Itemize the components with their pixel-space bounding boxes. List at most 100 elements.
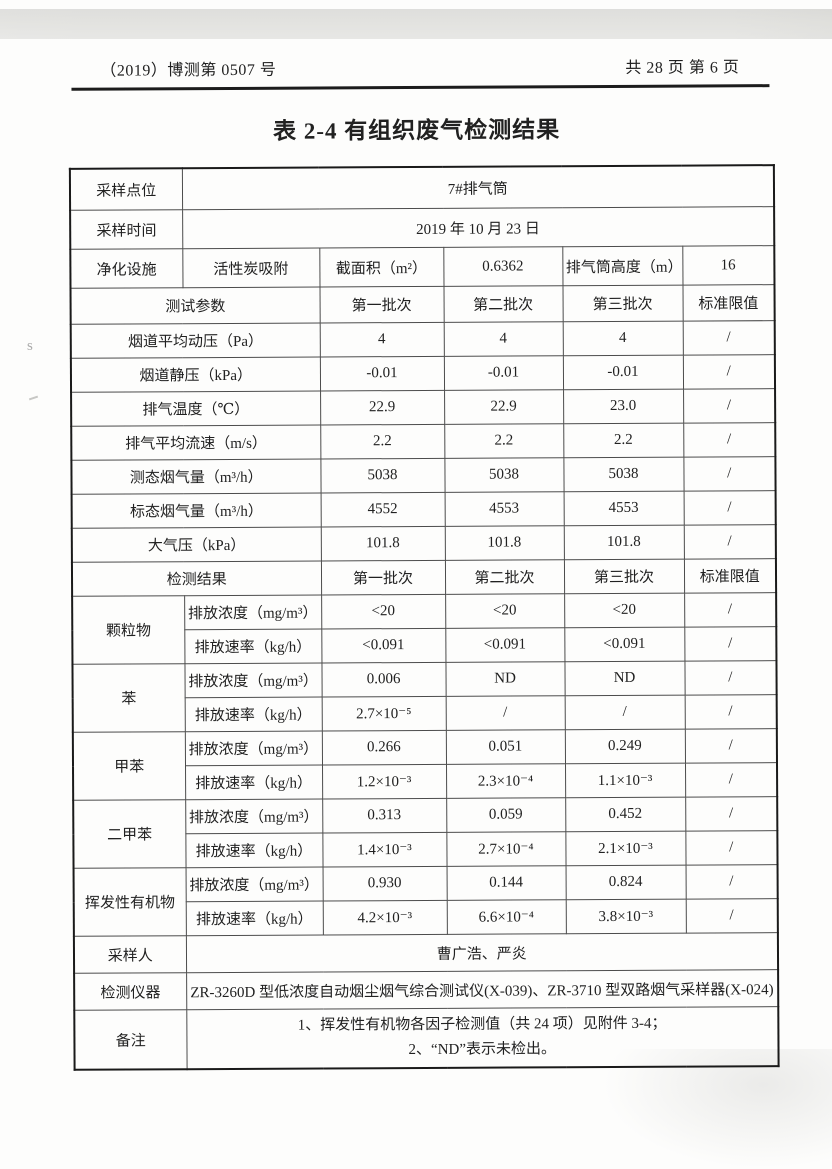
batch2-value: 0.059 [446, 797, 566, 833]
batch1-value: 1.4×10⁻³ [322, 832, 447, 868]
param-row: 排气温度（℃） 22.9 22.9 23.0 / [71, 388, 776, 427]
batch1-value: 1.2×10⁻³ [322, 764, 447, 800]
pollutant-name: 二甲苯 [73, 799, 186, 869]
rate-label: 排放速率（kg/h） [185, 765, 323, 800]
scan-margin-mark: s [27, 338, 33, 354]
cross-section-value: 0.6362 [443, 246, 563, 287]
rate-label: 排放速率（kg/h） [185, 901, 323, 936]
conc-label: 排放浓度（mg/m³） [185, 799, 323, 834]
param-label: 排气平均流速（m/s） [71, 425, 321, 461]
instrument-value: ZR-3260D 型低浓度自动烟尘烟气综合测试仪(X-039)、ZR-3710 … [186, 969, 779, 1010]
batch2-value: -0.01 [443, 355, 564, 391]
result-header-limit: 标准限值 [683, 558, 777, 594]
sampler-value: 曹广浩、严炎 [185, 932, 779, 973]
page-indicator: 共 28 页 第 6 页 [625, 59, 740, 77]
limit-value: / [684, 592, 777, 628]
param-row: 烟道平均动压（Pa） 4 4 4 / [70, 320, 775, 359]
sampling-time-value: 2019 年 10 月 23 日 [182, 206, 775, 249]
batch1-value: 2.7×10⁻⁵ [321, 696, 446, 732]
limit-value: / [683, 456, 776, 492]
page-title: 表 2-4 有组织废气检测结果 [273, 117, 561, 144]
limit-value: / [683, 524, 776, 560]
pollutant-conc-row: 甲苯 排放浓度（mg/m³） 0.266 0.051 0.249 / [72, 728, 778, 801]
sampling-time-label: 采样时间 [70, 209, 183, 250]
param-label: 排气温度（℃） [71, 391, 321, 427]
batch2-value: 4 [443, 321, 563, 357]
limit-value: / [684, 660, 777, 696]
limit-value: / [685, 830, 778, 866]
limit-value: / [685, 864, 778, 900]
row-param-header: 测试参数 第一批次 第二批次 第三批次 标准限值 [70, 284, 775, 325]
remark-value: 1、挥发性有机物各因子检测值（共 24 项）见附件 3-4； 2、“ND”表示未… [186, 1006, 779, 1070]
batch2-value: ND [445, 661, 565, 697]
batch1-value: 4552 [320, 492, 445, 528]
conc-label: 排放浓度（mg/m³） [184, 595, 322, 630]
instrument-label: 检测仪器 [74, 972, 187, 1011]
param-row: 大气压（kPa） 101.8 101.8 101.8 / [71, 524, 776, 563]
batch3-value: 23.0 [563, 389, 684, 424]
row-sampling-point: 采样点位 7#排气筒 [69, 165, 775, 211]
limit-value: / [684, 694, 777, 730]
param-label: 标态烟气量（m³/h） [71, 493, 321, 529]
result-header-batch3: 第三批次 [563, 559, 685, 594]
batch2-value: 101.8 [444, 525, 564, 561]
limit-value: / [682, 354, 776, 390]
limit-value: / [682, 320, 775, 356]
batch2-value: 2.7×10⁻⁴ [446, 831, 566, 867]
batch3-value: 3.8×10⁻³ [565, 899, 686, 934]
stack-height-label: 排气筒高度（m） [562, 246, 683, 286]
batch1-value: 4.2×10⁻³ [322, 900, 447, 936]
batch3-value: 5038 [563, 457, 684, 492]
batch3-value: 4 [562, 321, 683, 356]
pollutant-conc-row: 颗粒物 排放浓度（mg/m³） <20 <20 <20 / [72, 592, 777, 665]
param-header-label: 测试参数 [70, 287, 320, 325]
batch2-value: 5038 [444, 457, 564, 493]
row-sampling-time: 采样时间 2019 年 10 月 23 日 [70, 206, 775, 250]
batch3-value: 0.452 [565, 797, 686, 832]
purification-value: 活性炭吸附 [182, 248, 320, 288]
batch1-value: 2.2 [320, 424, 445, 460]
batch3-value: ND [564, 661, 685, 696]
limit-value: / [684, 728, 778, 764]
batch3-value: 1.1×10⁻³ [565, 763, 686, 798]
batch1-value: 0.313 [322, 798, 447, 834]
conc-label: 排放浓度（mg/m³） [184, 731, 323, 766]
limit-value: / [685, 898, 778, 934]
limit-value: / [685, 796, 778, 832]
param-label: 测态烟气量（m³/h） [71, 459, 321, 495]
batch1-value: 5038 [320, 458, 445, 494]
scanned-page: （2019）博测第 0507 号 共 28 页 第 6 页 表 2-4 有组织废… [68, 59, 780, 1071]
sampling-point-value: 7#排气筒 [181, 165, 775, 210]
scan-noise-band [0, 9, 832, 39]
result-header-label: 检测结果 [71, 561, 322, 597]
batch1-value: -0.01 [319, 356, 445, 392]
limit-value: / [683, 490, 776, 526]
row-remark: 备注 1、挥发性有机物各因子检测值（共 24 项）见附件 3-4； 2、“ND”… [74, 1006, 779, 1070]
result-header-batch2: 第二批次 [444, 559, 565, 595]
param-row: 标态烟气量（m³/h） 4552 4553 4553 / [71, 490, 776, 529]
param-row: 排气平均流速（m/s） 2.2 2.2 2.2 / [71, 422, 776, 461]
batch2-value: / [445, 695, 565, 731]
param-label: 烟道平均动压（Pa） [70, 323, 320, 359]
results-table: 采样点位 7#排气筒 采样时间 2019 年 10 月 23 日 净化设施 活性… [68, 164, 780, 1071]
batch3-value: 0.249 [564, 729, 685, 764]
limit-value: / [683, 388, 776, 424]
param-header-limit: 标准限值 [682, 284, 775, 322]
purification-label: 净化设施 [70, 248, 183, 289]
sampling-point-label: 采样点位 [69, 168, 183, 211]
batch1-value: <0.091 [321, 628, 446, 664]
param-header-batch2: 第二批次 [443, 285, 563, 323]
remark-line-2: 2、“ND”表示未检出。 [408, 1041, 557, 1059]
batch1-value: 101.8 [320, 526, 445, 562]
batch2-value: 6.6×10⁻⁴ [446, 899, 566, 935]
batch1-value: 0.930 [322, 866, 447, 902]
pollutant-conc-row: 苯 排放浓度（mg/m³） 0.006 ND ND / [72, 660, 777, 733]
batch3-value: 2.2 [563, 423, 684, 458]
batch3-value: 2.1×10⁻³ [565, 831, 686, 866]
rate-label: 排放速率（kg/h） [185, 833, 323, 868]
cross-section-label: 截面积（m²） [319, 247, 444, 288]
limit-value: / [684, 762, 778, 798]
batch2-value: 22.9 [444, 389, 564, 425]
pollutant-conc-row: 挥发性有机物 排放浓度（mg/m³） 0.930 0.144 0.824 / [73, 864, 778, 937]
batch1-value: <20 [321, 594, 446, 630]
